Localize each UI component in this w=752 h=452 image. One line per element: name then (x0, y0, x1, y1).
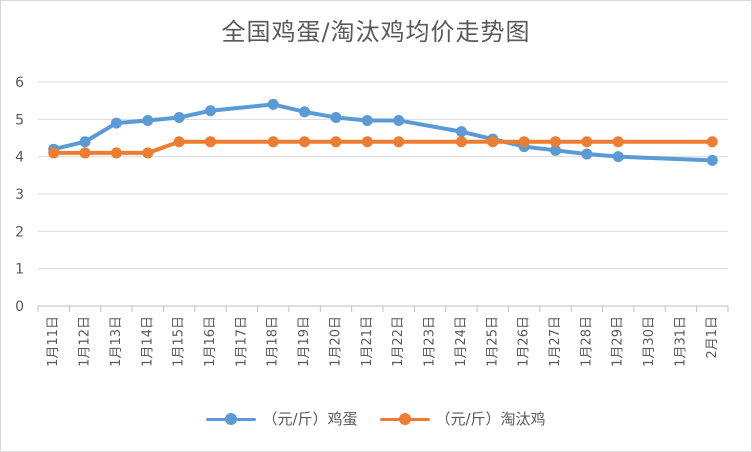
data-point (142, 114, 154, 126)
legend-swatch-culled-hens (379, 412, 430, 426)
data-point (455, 136, 467, 148)
x-tick-label: 2月1日 (705, 316, 720, 359)
data-point (581, 136, 593, 148)
data-point (393, 114, 405, 126)
data-point (581, 148, 593, 160)
data-point (173, 136, 185, 148)
data-point (79, 147, 91, 159)
x-tick-label: 1月17日 (234, 316, 249, 367)
y-tick-label: 1 (15, 262, 24, 278)
x-tick-label: 1月18日 (266, 316, 281, 367)
data-point (299, 136, 311, 148)
data-point (518, 136, 530, 148)
data-point (612, 151, 624, 163)
data-point (550, 136, 561, 148)
data-point (48, 147, 60, 159)
data-point (706, 136, 718, 148)
x-tick-label: 1月12日 (78, 316, 93, 367)
data-point (110, 147, 122, 159)
data-point (612, 136, 624, 148)
x-tick-label: 1月11日 (46, 316, 61, 367)
data-point (267, 98, 279, 110)
x-tick-label: 1月20日 (328, 316, 343, 367)
x-tick-label: 1月27日 (548, 316, 563, 367)
data-point (361, 136, 373, 148)
legend-item-culled-hens: （元/斤）淘汰鸡 (379, 408, 546, 429)
data-point (487, 136, 499, 148)
x-tick-label: 1月28日 (579, 316, 594, 367)
data-point (110, 117, 122, 129)
data-point (267, 136, 279, 148)
y-tick-label: 3 (15, 187, 24, 203)
data-point (330, 111, 342, 123)
x-tick-label: 1月15日 (172, 316, 187, 367)
x-tick-label: 1月22日 (391, 316, 406, 367)
x-tick-label: 1月26日 (517, 316, 532, 367)
x-tick-label: 1月24日 (454, 316, 469, 367)
data-point (205, 136, 216, 148)
x-tick-label: 1月30日 (642, 316, 657, 367)
data-point (455, 126, 467, 138)
x-tick-label: 1月21日 (360, 316, 375, 367)
y-tick-label: 6 (15, 75, 24, 91)
data-point (173, 111, 185, 123)
y-tick-label: 4 (15, 150, 24, 166)
x-tick-label: 1月13日 (109, 316, 124, 367)
y-tick-label: 0 (15, 299, 24, 315)
x-tick-label: 1月16日 (203, 316, 218, 367)
data-point (393, 136, 405, 148)
legend-label-eggs: （元/斤）鸡蛋 (262, 410, 358, 428)
x-tick-label: 1月23日 (423, 316, 438, 367)
data-point (550, 144, 561, 156)
y-tick-label: 5 (15, 112, 24, 128)
data-point (142, 147, 154, 159)
data-point (706, 154, 718, 166)
legend-swatch-eggs (206, 412, 257, 426)
data-point (299, 106, 311, 118)
x-tick-label: 1月25日 (485, 316, 500, 367)
legend-label-culled-hens: （元/斤）淘汰鸡 (435, 410, 546, 428)
data-point (361, 114, 373, 126)
legend-item-eggs: （元/斤）鸡蛋 (206, 408, 358, 429)
data-point (79, 136, 91, 148)
chart-legend: （元/斤）鸡蛋 （元/斤）淘汰鸡 (0, 408, 752, 429)
data-point (205, 105, 216, 117)
chart-title: 全国鸡蛋/淘汰鸡均价走势图 (221, 18, 531, 46)
x-tick-label: 1月14日 (140, 316, 155, 367)
data-point (330, 136, 342, 148)
y-tick-label: 2 (15, 224, 24, 240)
x-tick-label: 1月29日 (611, 316, 626, 367)
x-tick-label: 1月19日 (297, 316, 312, 367)
x-tick-label: 1月31日 (673, 316, 688, 367)
